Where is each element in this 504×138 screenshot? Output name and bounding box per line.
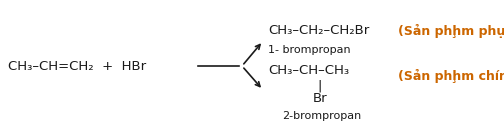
Text: (Sản phḩm phụ): (Sản phḩm phụ) [398, 24, 504, 38]
Text: CH₃–CH₂–CH₂Br: CH₃–CH₂–CH₂Br [268, 25, 369, 38]
Text: (Sản phḩm chính): (Sản phḩm chính) [398, 69, 504, 83]
Text: Br: Br [312, 91, 327, 104]
Text: CH₃–CH=CH₂  +  HBr: CH₃–CH=CH₂ + HBr [8, 59, 146, 72]
Text: 2-brompropan: 2-brompropan [282, 111, 361, 121]
Text: |: | [318, 79, 322, 92]
Text: CH₃–CH–CH₃: CH₃–CH–CH₃ [268, 63, 349, 76]
Text: 1- brompropan: 1- brompropan [268, 45, 351, 55]
